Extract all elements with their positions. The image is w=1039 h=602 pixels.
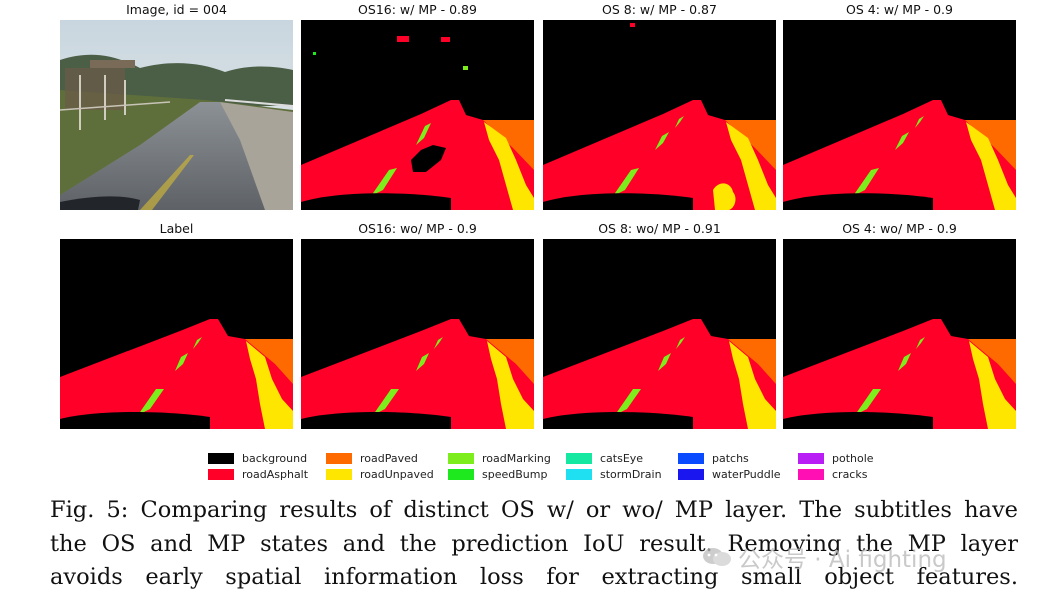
legend-label: patchs (712, 451, 749, 465)
legend-item-cracks: cracks (798, 466, 867, 482)
panel-title-os16-nomp: OS16: wo/ MP - 0.9 (358, 221, 477, 236)
panel-title-label: Label (159, 221, 194, 236)
watermark: 公众号 · Ai fighting (702, 540, 947, 574)
legend-label: waterPuddle (712, 467, 781, 481)
watermark-text: 公众号 · Ai fighting (738, 547, 947, 573)
legend-swatch (208, 452, 234, 464)
legend-swatch (326, 468, 352, 480)
prediction-os8-with-mp (543, 20, 776, 210)
legend-label: stormDrain (600, 467, 662, 481)
legend-swatch (678, 468, 704, 480)
wechat-icon (703, 548, 731, 566)
legend-label: cracks (832, 467, 868, 481)
prediction-os8-without-mp (543, 239, 776, 429)
legend-item-road-paved: roadPaved (326, 450, 418, 466)
legend-item-cats-eye: catsEye (566, 450, 643, 466)
panel-title-os8-mp: OS 8: w/ MP - 0.87 (602, 2, 717, 17)
legend-label: background (242, 451, 308, 465)
caption-line: Fig. 5: Comparing results of distinct OS… (50, 497, 1018, 523)
prediction-os4-with-mp (783, 20, 1016, 210)
legend-item-road-unpaved: roadUnpaved (326, 466, 434, 482)
legend-item-road-marking: roadMarking (448, 450, 551, 466)
figure-caption: Fig. 5: Comparing results of distinct OS… (50, 494, 1018, 595)
panel-title-image: Image, id = 004 (126, 2, 227, 17)
legend-label: roadUnpaved (360, 467, 434, 481)
legend-label: roadAsphalt (242, 467, 309, 481)
legend-swatch (798, 452, 824, 464)
legend-item-road-asphalt: roadAsphalt (208, 466, 308, 482)
caption-line: the OS and MP states and the prediction … (50, 530, 1018, 557)
legend-item-storm-drain: stormDrain (566, 466, 662, 482)
legend-item-pothole: pothole (798, 450, 874, 466)
class-legend: background roadAsphalt roadPaved roadUnp… (208, 450, 888, 484)
legend-swatch (798, 468, 824, 480)
legend-label: roadPaved (360, 451, 418, 465)
legend-swatch (566, 468, 592, 480)
legend-swatch (326, 452, 352, 464)
legend-item-water-puddle: waterPuddle (678, 466, 781, 482)
panel-title-os4-nomp: OS 4: wo/ MP - 0.9 (842, 221, 957, 236)
prediction-os16-without-mp (301, 239, 534, 429)
legend-label: roadMarking (482, 451, 551, 465)
legend-swatch (448, 452, 474, 464)
legend-swatch (678, 452, 704, 464)
legend-swatch (208, 468, 234, 480)
legend-item-speed-bump: speedBump (448, 466, 547, 482)
prediction-os4-without-mp (783, 239, 1016, 429)
legend-swatch (448, 468, 474, 480)
ground-truth-label (60, 239, 293, 429)
legend-label: pothole (832, 451, 874, 465)
legend-label: speedBump (482, 467, 548, 481)
caption-line: avoids early spatial information loss fo… (50, 564, 1018, 590)
legend-item-background: background (208, 450, 307, 466)
panel-title-os16-mp: OS16: w/ MP - 0.89 (358, 2, 477, 17)
legend-item-patchs: patchs (678, 450, 749, 466)
legend-swatch (566, 452, 592, 464)
prediction-os16-with-mp (301, 20, 534, 210)
input-road-photo (60, 20, 293, 210)
panel-title-os8-nomp: OS 8: wo/ MP - 0.91 (598, 221, 721, 236)
panel-title-os4-mp: OS 4: w/ MP - 0.9 (846, 2, 953, 17)
legend-label: catsEye (600, 451, 644, 465)
